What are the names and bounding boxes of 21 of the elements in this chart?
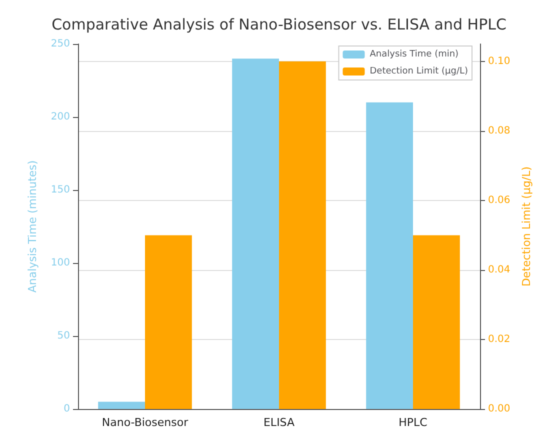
y2-tick-label: 0.10 [488,56,510,67]
y2-tick-label: 0.06 [488,194,510,206]
y2-tick-label: 0.00 [488,404,510,414]
y2-tick-label: 0.02 [488,334,510,345]
x-tick-label: ELISA [263,416,295,429]
legend-label: Detection Limit (µg/L) [370,66,468,76]
x-tick-label: Nano-Biosensor [102,416,189,429]
y-axis-title: Analysis Time (minutes) [26,160,39,293]
bar [98,402,145,409]
y-tick-label: 150 [50,184,70,196]
legend-label: Analysis Time (min) [370,50,459,60]
y-tick-label: 50 [57,330,70,342]
y-tick-label: 200 [50,112,70,122]
y2-axis-title: Detection Limit (µg/L) [520,166,534,287]
y-tick-label: 250 [50,38,70,50]
y2-tick-label: 0.08 [488,125,510,136]
y-tick-label: 0 [64,404,70,414]
x-tick-label: HPLC [398,416,428,429]
chart-title: Comparative Analysis of Nano-Biosensor vs. ELISA and HPLC [52,16,506,34]
y2-tick-label: 0.04 [488,264,510,276]
y-tick-label: 100 [50,258,70,268]
